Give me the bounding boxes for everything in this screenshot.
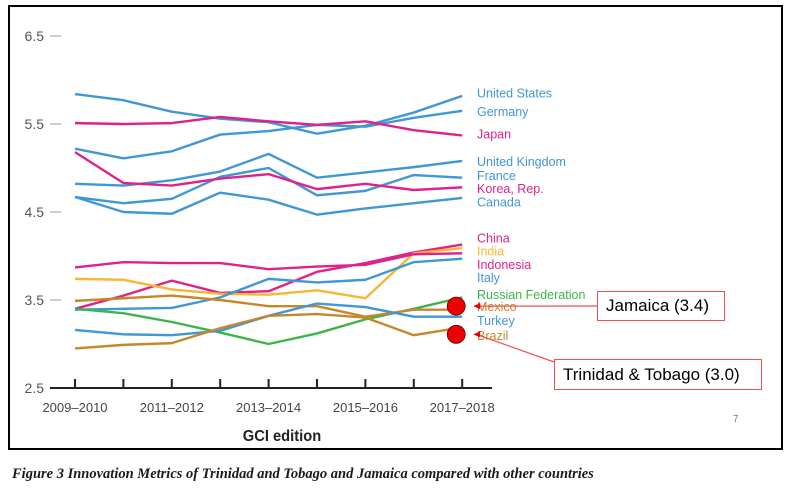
y-tick-label: 3.5 <box>25 292 45 308</box>
y-tick-label: 6.5 <box>25 28 45 44</box>
callout-trinidad-text: Trinidad & Tobago (3.0) <box>563 364 740 384</box>
arrow-head-icon <box>473 331 481 338</box>
series-label: Japan <box>477 128 511 142</box>
series-line-china <box>74 243 463 310</box>
x-tick-label: 2009–2010 <box>42 400 107 415</box>
series-line-germany <box>74 109 463 160</box>
series-line-japan <box>74 115 463 137</box>
series-label: Turkey <box>477 314 515 328</box>
series-label: Korea, Rep. <box>477 182 544 196</box>
series-line-france <box>74 166 463 205</box>
figure-caption: Figure 3 Innovation Metrics of Trinidad … <box>12 466 594 482</box>
series-label: United States <box>477 86 552 100</box>
callout-trinidad: Trinidad & Tobago (3.0) <box>554 359 762 390</box>
x-tick-label: 2015–2016 <box>333 400 398 415</box>
series-label: France <box>477 169 516 183</box>
callout-arrow-line <box>475 333 555 363</box>
y-tick-label: 2.5 <box>25 380 45 396</box>
marker-trinidad <box>446 324 466 344</box>
series-label: Germany <box>477 105 529 119</box>
series-line-canada <box>74 191 463 216</box>
series-label: Italy <box>477 271 501 285</box>
series-label: Canada <box>477 195 521 209</box>
page-number: 7 <box>733 414 739 425</box>
y-tick-label: 5.5 <box>25 116 45 132</box>
series-line-mexico <box>74 294 463 318</box>
series-label: Brazil <box>477 329 508 343</box>
series-label: Mexico <box>477 300 517 314</box>
series-line-brazil <box>74 312 463 350</box>
y-tick-label: 4.5 <box>25 204 45 220</box>
x-tick-label: 2017–2018 <box>430 400 495 415</box>
series-label: China <box>477 232 510 246</box>
series-label: India <box>477 245 504 259</box>
series-label: Indonesia <box>477 258 531 272</box>
marker-jamaica <box>446 296 466 316</box>
x-tick-label: 2013–2014 <box>236 400 301 415</box>
arrow-head-icon <box>473 303 481 310</box>
callout-jamaica-text: Jamaica (3.4) <box>606 296 709 315</box>
x-tick-label: 2011–2012 <box>140 400 204 415</box>
series-line-indonesia <box>74 252 463 271</box>
series-line-italy <box>74 257 463 311</box>
series-label: United Kingdom <box>477 155 566 169</box>
figure-frame <box>8 5 783 450</box>
series-line-united-kingdom <box>74 152 463 187</box>
x-axis-label: GCI edition <box>243 427 321 445</box>
series-line-russian-federation <box>74 296 463 346</box>
series-line-korea-rep- <box>74 151 463 192</box>
callout-jamaica: Jamaica (3.4) <box>597 291 725 321</box>
series-label: Russian Federation <box>477 288 585 302</box>
